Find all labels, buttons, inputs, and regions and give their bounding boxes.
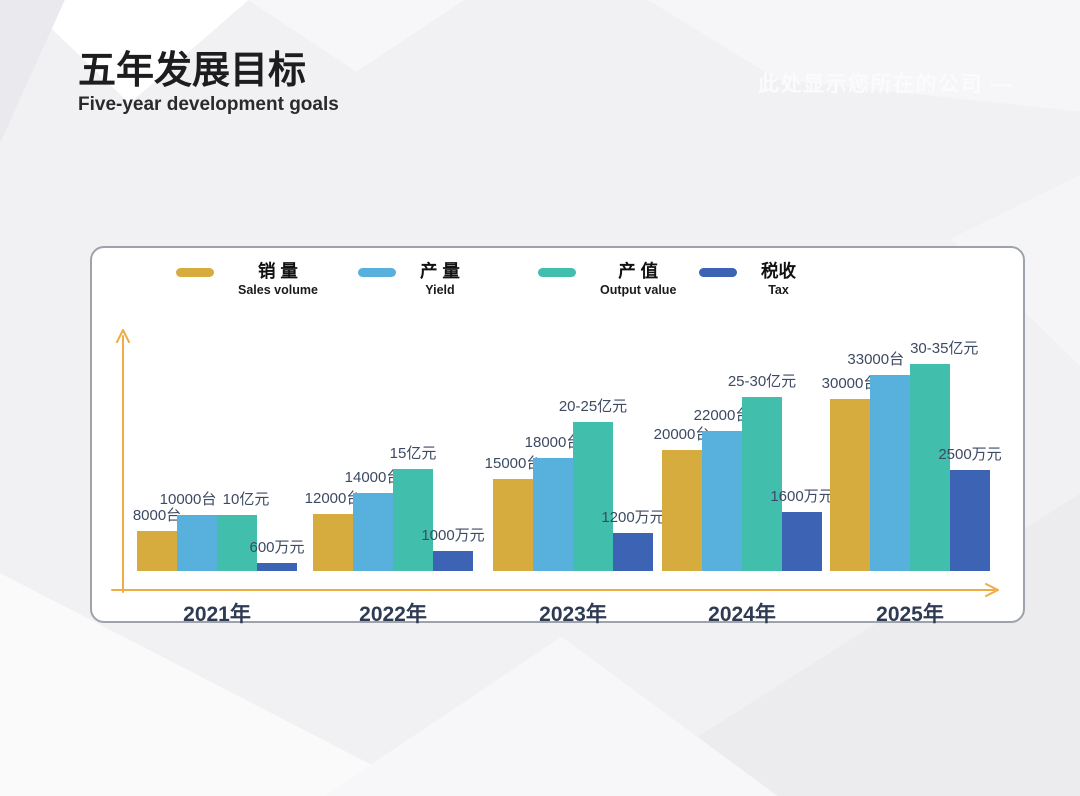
slide-header: 五年发展目标 Five-year development goals xyxy=(78,48,339,116)
chart-axes xyxy=(111,329,999,597)
bar-tax-2022年 xyxy=(433,551,473,571)
bar-value-label: 33000台 xyxy=(847,351,905,368)
bar-value-label: 18000台 xyxy=(524,434,582,451)
bar-tax-2021年 xyxy=(257,563,297,571)
bar-value-label: 12000台 xyxy=(304,490,362,507)
x-axis xyxy=(111,583,999,597)
legend-item-output: 产 值 Output value xyxy=(538,260,676,298)
bar-value-label: 20-25亿元 xyxy=(558,398,628,415)
legend-label-en: Output value xyxy=(600,283,677,297)
bar-sales-2024年 xyxy=(662,450,702,571)
bar-output-2022年 xyxy=(393,469,433,571)
legend-label-en: Yield xyxy=(425,283,455,297)
bar-value-label: 10000台 xyxy=(159,491,217,508)
bar-value-label: 30000台 xyxy=(821,375,879,392)
bar-yield-2021年 xyxy=(177,515,217,571)
bar-sales-2025年 xyxy=(830,399,870,571)
bar-value-label: 15000台 xyxy=(484,455,542,472)
bar-yield-2023年 xyxy=(533,458,573,571)
company-watermark: 此处显示您所在的公司 — xyxy=(758,73,1013,96)
legend-label-en: Tax xyxy=(768,283,789,297)
page-title: 五年发展目标 xyxy=(78,50,307,92)
bar-yield-2022年 xyxy=(353,493,393,571)
bar-value-label: 1000万元 xyxy=(421,527,485,544)
legend-item-tax: 税收 Tax xyxy=(699,260,796,298)
bar-tax-2023年 xyxy=(613,533,653,571)
legend-swatch-output xyxy=(538,268,576,277)
page-subtitle: Five-year development goals xyxy=(78,94,339,115)
x-tick-label: 2024年 xyxy=(708,603,776,626)
bar-value-label: 14000台 xyxy=(344,469,402,486)
legend-label-zh: 税收 xyxy=(761,261,796,281)
bar-value-label: 600万元 xyxy=(249,539,305,556)
bar-sales-2022年 xyxy=(313,514,353,571)
x-tick-label: 2025年 xyxy=(876,603,944,626)
bar-value-label: 20000台 xyxy=(653,426,711,443)
bar-output-2024年 xyxy=(742,397,782,571)
bar-value-label: 25-30亿元 xyxy=(727,373,797,390)
legend-item-sales: 销 量 Sales volume xyxy=(176,260,318,298)
bar-value-label: 10亿元 xyxy=(222,491,270,508)
bar-output-2021年 xyxy=(217,515,257,571)
plot-area: 8000台 10000台 10亿元 600万元 2021年 12000台 14000台 15亿… xyxy=(92,248,1023,627)
bar-tax-2025年 xyxy=(950,470,990,571)
bar-yield-2024年 xyxy=(702,431,742,571)
bar-sales-2021年 xyxy=(137,531,177,571)
legend-label-zh: 产 值 xyxy=(618,261,659,281)
x-tick-label: 2021年 xyxy=(183,603,251,626)
bar-value-label: 30-35亿元 xyxy=(910,340,979,357)
bar-value-label: 22000台 xyxy=(693,407,751,424)
x-tick-label: 2023年 xyxy=(539,603,607,626)
legend-label-zh: 产 量 xyxy=(420,261,460,281)
legend-swatch-tax xyxy=(699,268,737,277)
bar-sales-2023年 xyxy=(493,479,533,571)
bar-output-2025年 xyxy=(910,364,950,571)
bar-value-label: 15亿元 xyxy=(389,445,437,462)
bar-value-label: 1600万元 xyxy=(770,488,834,505)
x-tick-label: 2022年 xyxy=(359,603,427,626)
y-axis xyxy=(116,329,130,593)
legend-label-zh: 销 量 xyxy=(258,261,298,281)
bar-value-label: 8000台 xyxy=(132,507,182,524)
legend-swatch-sales xyxy=(176,268,214,277)
bar-yield-2025年 xyxy=(870,375,910,571)
legend-item-yield: 产 量 Yield xyxy=(358,260,460,298)
bar-value-label: 1200万元 xyxy=(601,509,665,526)
legend-swatch-yield xyxy=(358,268,396,277)
bar-output-2023年 xyxy=(573,422,613,571)
chart-card: 销 量 Sales volume 产 量 Yield 产 值 Output va… xyxy=(90,246,1025,627)
bar-tax-2024年 xyxy=(782,512,822,571)
legend-label-en: Sales volume xyxy=(238,283,318,297)
bar-value-label: 2500万元 xyxy=(938,446,1002,463)
